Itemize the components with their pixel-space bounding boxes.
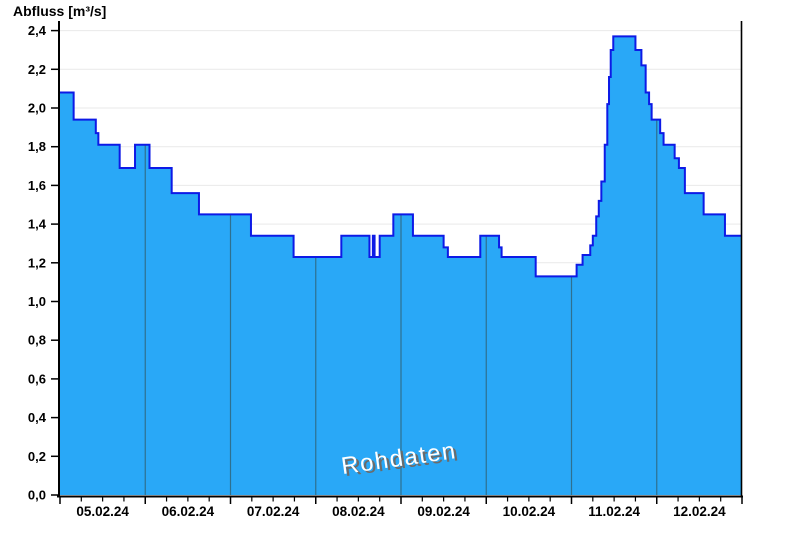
svg-text:1,2: 1,2: [28, 255, 46, 270]
axes: [57, 21, 743, 498]
svg-text:06.02.24: 06.02.24: [162, 504, 215, 519]
svg-text:2,2: 2,2: [28, 62, 46, 77]
svg-text:0,4: 0,4: [28, 410, 47, 425]
svg-text:10.02.24: 10.02.24: [503, 504, 556, 519]
svg-text:0,2: 0,2: [28, 449, 46, 464]
x-tick-labels: 05.02.24 06.02.24 07.02.24 08.02.24 09.02.24…: [59, 497, 743, 519]
svg-text:2,0: 2,0: [28, 101, 46, 116]
svg-text:2,4: 2,4: [28, 23, 47, 38]
chart-title: Abfluss [m³/s]: [13, 3, 107, 19]
svg-text:05.02.24: 05.02.24: [76, 504, 129, 519]
svg-text:08.02.24: 08.02.24: [332, 504, 385, 519]
svg-text:1,6: 1,6: [28, 178, 46, 193]
svg-text:1,4: 1,4: [28, 217, 47, 232]
svg-text:09.02.24: 09.02.24: [417, 504, 470, 519]
svg-text:07.02.24: 07.02.24: [247, 504, 300, 519]
y-tick-labels: 0,0 0,2 0,4 0,6 0,8 1,0 1,2 1,4 1,6 1,8 2,0 2,2 2,4: [28, 23, 58, 503]
svg-text:12.02.24: 12.02.24: [673, 504, 726, 519]
svg-text:0,8: 0,8: [28, 333, 46, 348]
svg-text:0,6: 0,6: [28, 371, 46, 386]
svg-text:1,0: 1,0: [28, 294, 46, 309]
svg-text:0,0: 0,0: [28, 488, 46, 503]
svg-text:1,8: 1,8: [28, 139, 46, 154]
svg-text:11.02.24: 11.02.24: [588, 504, 640, 519]
area-outline: [60, 35, 742, 278]
